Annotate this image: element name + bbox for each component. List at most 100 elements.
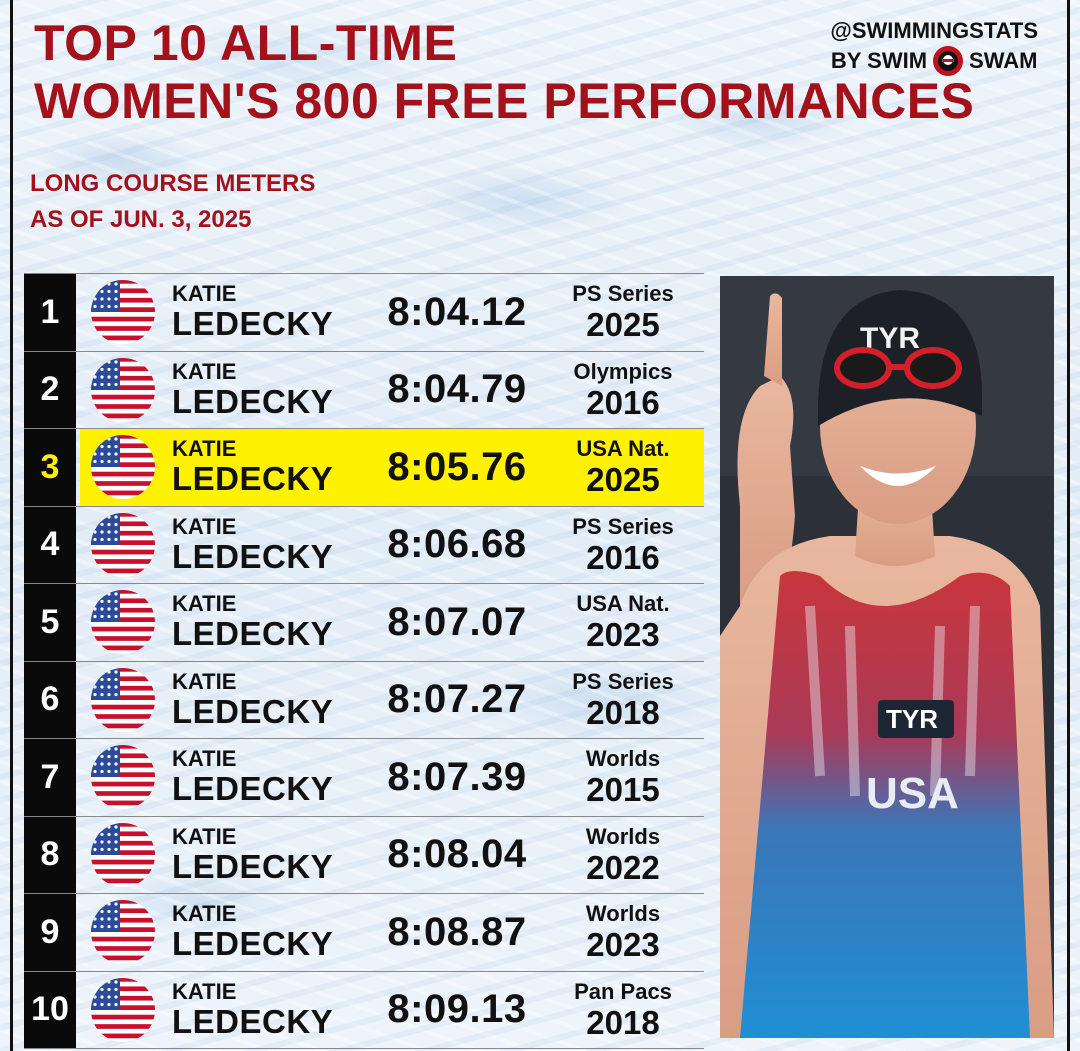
usa-flag-icon	[90, 279, 156, 345]
first-name: KATIE	[172, 823, 237, 849]
page-title: TOP 10 ALL-TIME WOMEN'S 800 FREE PERFORM…	[34, 14, 974, 130]
table-row: 2 KATIE LEDECKY 8:04.79 Olympics 2016	[24, 351, 704, 429]
swimmer-name: KATIE LEDECKY	[172, 437, 372, 497]
row-content: KATIE LEDECKY 8:04.12 PS Series 2025	[80, 274, 704, 351]
meet-name: Pan Pacs	[574, 978, 672, 1004]
last-name: LEDECKY	[172, 770, 334, 808]
row-content: KATIE LEDECKY 8:08.87 Worlds 2023	[80, 894, 704, 971]
meet-info: PS Series 2025	[542, 281, 704, 343]
meet-name: PS Series	[572, 668, 674, 694]
swimswam-logo-icon	[933, 46, 964, 76]
usa-flag-icon	[90, 357, 156, 423]
last-name: LEDECKY	[172, 382, 334, 420]
first-name: KATIE	[172, 978, 237, 1004]
rank-cell: 4	[24, 506, 76, 583]
meet-info: Worlds 2023	[542, 901, 704, 963]
rank-cell: 6	[24, 661, 76, 738]
first-name: KATIE	[172, 668, 237, 694]
brand-by-left: BY SWIM	[830, 48, 928, 73]
rank-cell: 2	[24, 351, 76, 428]
swim-time: 8:09.13	[387, 987, 527, 1032]
swimmer-name: KATIE LEDECKY	[172, 513, 372, 575]
meet-year: 2023	[586, 616, 660, 654]
meet-name: Worlds	[585, 901, 661, 927]
first-name: KATIE	[172, 436, 237, 462]
rank-cell: 1	[24, 274, 76, 351]
first-name: KATIE	[172, 746, 237, 772]
swim-time: 8:07.07	[387, 599, 527, 644]
rank-cell: 5	[24, 584, 76, 661]
first-name: KATIE	[172, 358, 237, 384]
swim-time: 8:08.87	[387, 909, 527, 954]
title-line-2: WOMEN'S 800 FREE PERFORMANCES	[34, 73, 975, 129]
table-row: 7 KATIE LEDECKY 8:07.39 Worlds 2015	[24, 739, 704, 817]
meet-year: 2015	[586, 771, 660, 809]
meet-year: 2023	[586, 926, 660, 964]
meet-name: PS Series	[572, 281, 674, 307]
frame-border	[10, 0, 1070, 1051]
last-name: LEDECKY	[172, 1002, 334, 1040]
usa-flag-icon	[90, 822, 156, 888]
table-row: 6 KATIE LEDECKY 8:07.27 PS Series 2018	[24, 661, 704, 739]
last-name: LEDECKY	[172, 925, 334, 963]
row-content: KATIE LEDECKY 8:05.76 USA Nat. 2025	[80, 429, 704, 506]
meet-name: USA Nat.	[576, 591, 670, 617]
brand-by-right: SWAM	[969, 48, 1038, 73]
subtitle: LONG COURSE METERS AS OF JUN. 3, 2025	[30, 166, 315, 238]
swim-time: 8:04.12	[387, 289, 527, 334]
swimmer-name: KATIE LEDECKY	[172, 978, 372, 1040]
usa-flag-icon	[90, 899, 156, 965]
swimmer-name: KATIE LEDECKY	[172, 823, 372, 885]
as-of-date: AS OF JUN. 3, 2025	[30, 206, 252, 233]
swim-time: 8:05.76	[387, 444, 527, 489]
first-name: KATIE	[172, 591, 237, 617]
athlete-photo: TYR TYR USA	[720, 276, 1054, 1038]
table-row: 4 KATIE LEDECKY 8:06.68 PS Series 2016	[24, 506, 704, 584]
swim-time: 8:07.27	[387, 677, 527, 722]
swimmer-name: KATIE LEDECKY	[172, 282, 372, 342]
last-name: LEDECKY	[172, 537, 334, 575]
table-row: 8 KATIE LEDECKY 8:08.04 Worlds 2022	[24, 816, 704, 894]
brand-credit: @SWIMMINGSTATS BY SWIM SWAM	[830, 16, 1038, 76]
swim-time: 8:06.68	[387, 522, 527, 567]
usa-flag-icon	[90, 434, 156, 500]
row-content: KATIE LEDECKY 8:06.68 PS Series 2016	[80, 507, 704, 584]
usa-flag-icon	[90, 667, 156, 733]
meet-name: PS Series	[572, 513, 674, 539]
row-content: KATIE LEDECKY 8:07.07 USA Nat. 2023	[80, 584, 704, 661]
meet-name: Worlds	[585, 823, 661, 849]
rank-cell: 7	[24, 739, 76, 816]
table-row: 5 KATIE LEDECKY 8:07.07 USA Nat. 2023	[24, 584, 704, 662]
table-row: 9 KATIE LEDECKY 8:08.87 Worlds 2023	[24, 894, 704, 972]
meet-year: 2016	[586, 383, 660, 421]
usa-flag-icon	[90, 744, 156, 810]
meet-info: Olympics 2016	[542, 359, 704, 421]
suit-country-text: USA	[866, 769, 959, 818]
suit-brand-logo: TYR	[886, 704, 938, 734]
meet-year: 2025	[586, 461, 660, 499]
meet-name: USA Nat.	[576, 436, 670, 462]
last-name: LEDECKY	[172, 847, 334, 885]
meet-info: PS Series 2018	[542, 669, 704, 731]
row-content: KATIE LEDECKY 8:07.27 PS Series 2018	[80, 662, 704, 739]
swimmer-name: KATIE LEDECKY	[172, 358, 372, 420]
first-name: KATIE	[172, 901, 237, 927]
meet-name: Olympics	[573, 358, 673, 384]
title-line-1: TOP 10 ALL-TIME	[34, 15, 458, 71]
first-name: KATIE	[172, 281, 237, 307]
row-content: KATIE LEDECKY 8:04.79 Olympics 2016	[80, 352, 704, 429]
rank-cell: 10	[24, 971, 76, 1048]
swimmer-name: KATIE LEDECKY	[172, 747, 372, 807]
usa-flag-icon	[90, 512, 156, 578]
first-name: KATIE	[172, 513, 237, 539]
rank-cell: 8	[24, 816, 76, 893]
usa-flag-icon	[90, 977, 156, 1043]
usa-flag-icon	[90, 589, 156, 655]
row-content: KATIE LEDECKY 8:08.04 Worlds 2022	[80, 817, 704, 894]
row-content: KATIE LEDECKY 8:09.13 Pan Pacs 2018	[80, 972, 704, 1049]
row-content: KATIE LEDECKY 8:07.39 Worlds 2015	[80, 739, 704, 816]
meet-info: USA Nat. 2025	[542, 436, 704, 498]
swim-time: 8:07.39	[387, 754, 527, 799]
meet-info: Worlds 2022	[542, 824, 704, 886]
